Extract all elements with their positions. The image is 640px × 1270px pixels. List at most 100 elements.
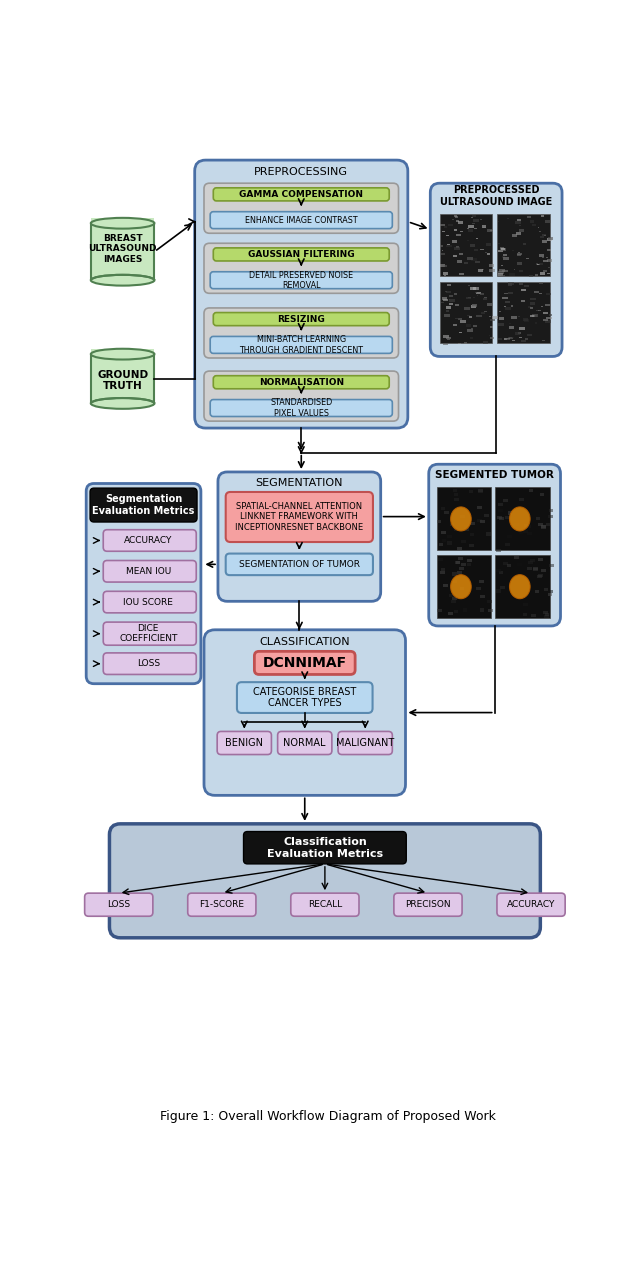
Bar xyxy=(498,338,502,340)
Text: ACCURACY: ACCURACY xyxy=(507,900,556,909)
FancyBboxPatch shape xyxy=(204,630,406,795)
FancyBboxPatch shape xyxy=(204,244,399,293)
Bar xyxy=(469,545,474,547)
FancyBboxPatch shape xyxy=(204,307,399,358)
Bar xyxy=(458,556,463,560)
Text: CLASSIFICATION: CLASSIFICATION xyxy=(259,638,350,648)
Bar xyxy=(441,507,445,509)
Bar xyxy=(526,525,531,527)
Bar xyxy=(446,337,451,339)
Bar xyxy=(547,237,552,240)
Bar xyxy=(460,231,463,232)
Bar xyxy=(453,255,458,257)
Bar xyxy=(461,582,466,584)
Bar xyxy=(531,297,536,300)
Bar xyxy=(503,257,509,260)
Bar xyxy=(516,253,522,255)
Bar xyxy=(440,282,492,343)
Bar xyxy=(527,216,531,218)
Bar xyxy=(505,544,509,546)
Bar xyxy=(496,569,500,573)
Bar xyxy=(515,523,519,526)
Bar xyxy=(459,566,463,570)
Bar xyxy=(470,533,474,536)
Text: NORMALISATION: NORMALISATION xyxy=(259,377,344,387)
Bar xyxy=(447,339,450,340)
Bar xyxy=(471,305,476,307)
Text: PREPROCESSED
ULTRASOUND IMAGE: PREPROCESSED ULTRASOUND IMAGE xyxy=(440,185,552,207)
FancyBboxPatch shape xyxy=(103,530,196,551)
Bar xyxy=(548,589,553,593)
Bar xyxy=(448,224,453,226)
Bar xyxy=(532,314,538,316)
Bar xyxy=(467,229,473,231)
Bar xyxy=(467,297,471,298)
Bar xyxy=(447,283,451,286)
Bar xyxy=(533,568,538,572)
Bar xyxy=(490,230,493,231)
Bar xyxy=(527,566,532,570)
Bar xyxy=(446,245,452,248)
Bar xyxy=(478,489,483,491)
FancyBboxPatch shape xyxy=(254,652,355,674)
Bar xyxy=(500,248,506,250)
Bar xyxy=(458,547,462,550)
Bar xyxy=(547,249,550,251)
Bar xyxy=(457,260,462,263)
Bar xyxy=(472,215,476,217)
Bar xyxy=(489,269,495,272)
FancyBboxPatch shape xyxy=(213,248,389,260)
Bar xyxy=(504,499,508,502)
Bar xyxy=(492,316,498,319)
Bar xyxy=(501,248,505,250)
Bar xyxy=(436,519,442,523)
Bar xyxy=(460,588,465,591)
Bar xyxy=(474,568,478,570)
Bar xyxy=(524,603,528,606)
Bar xyxy=(524,320,529,323)
Text: STANDARDISED
PIXEL VALUES: STANDARDISED PIXEL VALUES xyxy=(270,399,332,418)
Bar xyxy=(442,531,446,533)
Ellipse shape xyxy=(91,349,154,359)
Text: MALIGNANT: MALIGNANT xyxy=(336,738,394,748)
Bar xyxy=(523,530,528,533)
FancyBboxPatch shape xyxy=(204,371,399,422)
Bar xyxy=(482,226,486,227)
FancyBboxPatch shape xyxy=(278,732,332,754)
Bar xyxy=(439,542,444,546)
Bar xyxy=(496,549,501,552)
Text: Classification
Evaluation Metrics: Classification Evaluation Metrics xyxy=(267,837,383,859)
Bar xyxy=(547,273,550,274)
Bar xyxy=(490,326,493,328)
Bar xyxy=(515,333,520,335)
Bar xyxy=(524,523,528,527)
Bar xyxy=(539,263,543,264)
Bar xyxy=(534,291,539,293)
Bar xyxy=(548,516,553,518)
Bar xyxy=(546,523,550,526)
Bar xyxy=(452,597,457,599)
FancyBboxPatch shape xyxy=(217,732,271,754)
Bar xyxy=(545,612,549,616)
Bar xyxy=(452,573,457,575)
Bar xyxy=(480,521,485,523)
Bar xyxy=(446,291,451,293)
Bar xyxy=(488,264,494,267)
Bar xyxy=(486,243,492,245)
Bar xyxy=(549,314,552,315)
Bar xyxy=(474,220,479,222)
Bar xyxy=(545,320,550,323)
Bar xyxy=(483,297,487,300)
Bar xyxy=(529,220,534,222)
FancyBboxPatch shape xyxy=(237,682,372,712)
Bar xyxy=(476,292,481,295)
Text: BENIGN: BENIGN xyxy=(225,738,263,748)
Bar xyxy=(516,220,521,221)
Bar xyxy=(548,593,552,596)
Text: F1-SCORE: F1-SCORE xyxy=(199,900,244,909)
FancyBboxPatch shape xyxy=(429,465,561,626)
FancyBboxPatch shape xyxy=(210,337,392,353)
Bar xyxy=(443,540,447,542)
Text: SPATIAL-CHANNEL ATTENTION
LINKNET FRAMEWORK WITH
INCEPTIONRESNET BACKBONE: SPATIAL-CHANNEL ATTENTION LINKNET FRAMEW… xyxy=(236,502,364,532)
Bar xyxy=(463,608,467,611)
